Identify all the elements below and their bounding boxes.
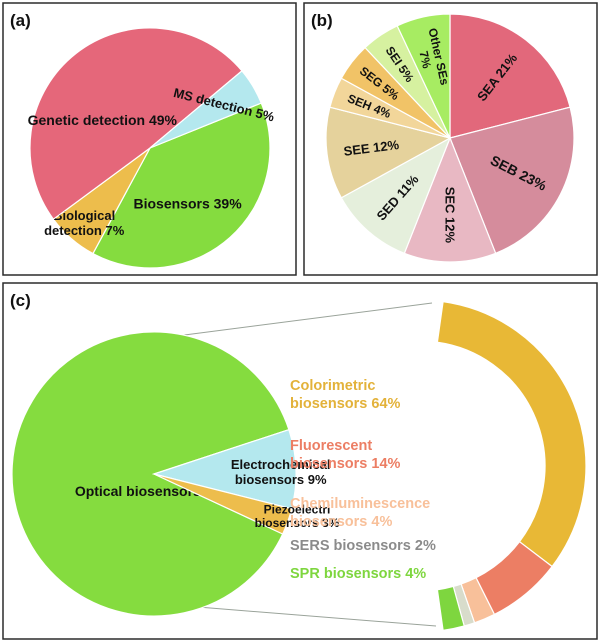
pie-slice: [340, 136, 452, 255]
legend-label: Colorimetric biosensors 64%: [290, 378, 401, 412]
pie-chart-b: SEA 21%SEB 23%SEC 12%SED 11%SEE 12%SEH 4…: [325, 13, 575, 263]
slice-label: Electrochemical biosensors 9%: [231, 457, 331, 487]
slice-label: Biosensors 39%: [134, 195, 243, 211]
zoom-connector-lines: [183, 302, 437, 627]
pie-slice: [449, 106, 575, 255]
pie-chart-a: Biosensors 39% Biological detection 7% Gene…: [28, 27, 276, 269]
slice-label: Piezoelectri biosensors 3%: [255, 502, 340, 530]
pie-slice: [149, 70, 263, 149]
connector-line-bottom: [202, 606, 437, 627]
arc-segment: [436, 585, 465, 632]
panel-b-frame: [303, 2, 598, 276]
pie-slice: [153, 473, 293, 535]
panel-b-tag: (b): [311, 11, 333, 30]
panel-c-tag: (c): [10, 291, 31, 310]
slice-label: Genetic detection 49%: [28, 112, 178, 128]
panel-a-tag: (a): [10, 11, 31, 30]
panel-c-frame: [2, 282, 598, 640]
legend-label: Fluorescent biosensors 14%: [290, 438, 401, 472]
optical-breakdown-arc: [436, 300, 587, 632]
panel-a-frame: [2, 2, 297, 276]
connector-line-top: [183, 302, 433, 336]
legend-label: SPR biosensors 4%: [290, 566, 426, 582]
pie-slice: [92, 102, 271, 269]
legend-label: Chemiluminescence biosensors 4%: [290, 496, 430, 530]
pie-slice: [11, 331, 290, 617]
slice-label: SEE 12%: [343, 137, 401, 159]
slice-label: SEC 12%: [442, 187, 457, 244]
slice-label: Biological detection 7%: [44, 208, 125, 238]
pie-slice: [403, 136, 497, 263]
pie-slice: [325, 106, 452, 199]
pie-slice: [151, 428, 297, 510]
optical-breakdown-legend: Colorimetric biosensors 64% Fluorescent bio…: [290, 378, 436, 582]
arc-segment: [436, 300, 587, 568]
pie-slice: [396, 13, 451, 139]
pie-slice: [449, 13, 571, 139]
pie-chart-c: Optical biosensors 88%Electrochemical bio…: [11, 331, 340, 617]
pie-slice: [29, 27, 243, 221]
legend-label: SERS biosensors 2%: [290, 538, 436, 554]
